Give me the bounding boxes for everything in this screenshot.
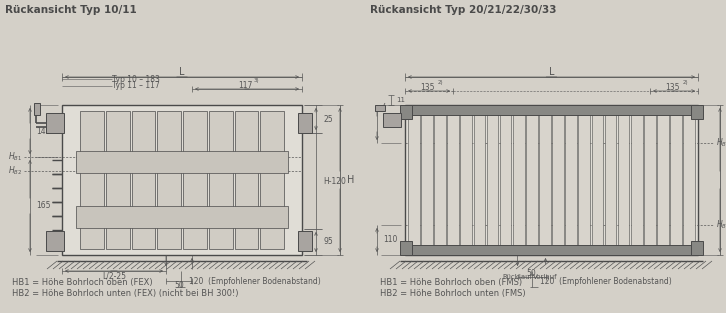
Text: 145: 145 [36,126,51,136]
Bar [209,111,232,249]
Bar [526,113,538,247]
Text: $H_{B1}$: $H_{B1}$ [716,137,726,149]
Bar [499,113,511,247]
Bar [631,113,643,247]
Bar [670,113,682,247]
Bar [80,111,104,249]
Text: 120  (Empfohlener Bodenabstand): 120 (Empfohlener Bodenabstand) [189,276,321,285]
Bar [260,111,284,249]
Bar [592,113,603,247]
Text: $H_{B1}$: $H_{B1}$ [8,151,22,163]
Bar [421,113,433,247]
Bar [400,105,412,119]
Bar [405,105,698,115]
Text: 2): 2) [438,80,444,85]
Bar [375,105,385,111]
Text: HB2 = Höhe Bohrloch unten (FMS): HB2 = Höhe Bohrloch unten (FMS) [380,289,526,298]
Bar [486,113,498,247]
Text: 95: 95 [323,238,333,247]
Bar [46,113,64,133]
Bar [566,113,577,247]
Bar [605,113,616,247]
Text: H: H [347,175,354,185]
Bar [683,113,695,247]
Text: HB2 = Höhe Bohrloch unten (FEX) (nicht bei BH 300!): HB2 = Höhe Bohrloch unten (FEX) (nicht b… [12,289,239,298]
Bar [400,241,412,255]
Bar [234,111,258,249]
Bar [46,231,64,251]
Bar [473,113,485,247]
Text: L: L [549,67,554,77]
Text: 2): 2) [683,80,689,85]
Bar [657,113,669,247]
Text: 110: 110 [383,235,397,244]
Bar [62,105,302,255]
Text: 120: 120 [383,120,397,129]
Text: H-120: H-120 [323,177,346,186]
Bar [460,113,472,247]
Text: L: L [179,67,184,77]
Text: $H_{B2}$: $H_{B2}$ [8,165,22,177]
Text: 135: 135 [420,83,434,91]
Text: Typ 10 – 183: Typ 10 – 183 [112,74,160,84]
Bar [691,241,703,255]
Text: $H_{B2}$: $H_{B2}$ [716,219,726,231]
Bar [383,113,401,127]
Bar [434,113,446,247]
Text: 25: 25 [323,115,333,124]
Text: Rücklauf: Rücklauf [502,274,533,280]
Bar [644,113,656,247]
Bar [76,206,288,228]
Bar [408,113,420,247]
Bar [447,113,459,247]
Bar [405,245,698,255]
Text: Rückansicht Typ 10/11: Rückansicht Typ 10/11 [5,5,136,15]
Bar [405,105,698,255]
Text: HB1 = Höhe Bohrloch oben (FEX): HB1 = Höhe Bohrloch oben (FEX) [12,278,152,287]
Bar [106,111,129,249]
Bar [298,113,312,133]
Text: Typ 11 – 117: Typ 11 – 117 [112,81,160,90]
Bar [298,231,312,251]
Bar [552,113,564,247]
Text: 117: 117 [238,80,252,90]
Text: 165: 165 [36,202,51,211]
Text: L/2-25: L/2-25 [102,271,126,280]
Text: Rückansicht Typ 20/21/22/30/33: Rückansicht Typ 20/21/22/30/33 [370,5,557,15]
Text: 135: 135 [665,83,680,91]
Bar [158,111,181,249]
Bar [131,111,155,249]
Text: Vorlauf: Vorlauf [533,274,558,280]
Bar [513,113,524,247]
Bar [34,103,40,115]
Text: 3): 3) [254,78,260,83]
Bar [618,113,629,247]
Text: 50: 50 [526,269,537,278]
Bar [539,113,551,247]
Bar [76,151,288,172]
Text: 11: 11 [396,97,405,103]
Text: 50: 50 [174,281,184,290]
Bar [183,111,207,249]
Bar [691,105,703,119]
Text: 120  (Empfohlener Bodenabstand): 120 (Empfohlener Bodenabstand) [539,276,672,285]
Bar [579,113,590,247]
Text: HB1 = Höhe Bohrloch oben (FMS): HB1 = Höhe Bohrloch oben (FMS) [380,278,522,287]
